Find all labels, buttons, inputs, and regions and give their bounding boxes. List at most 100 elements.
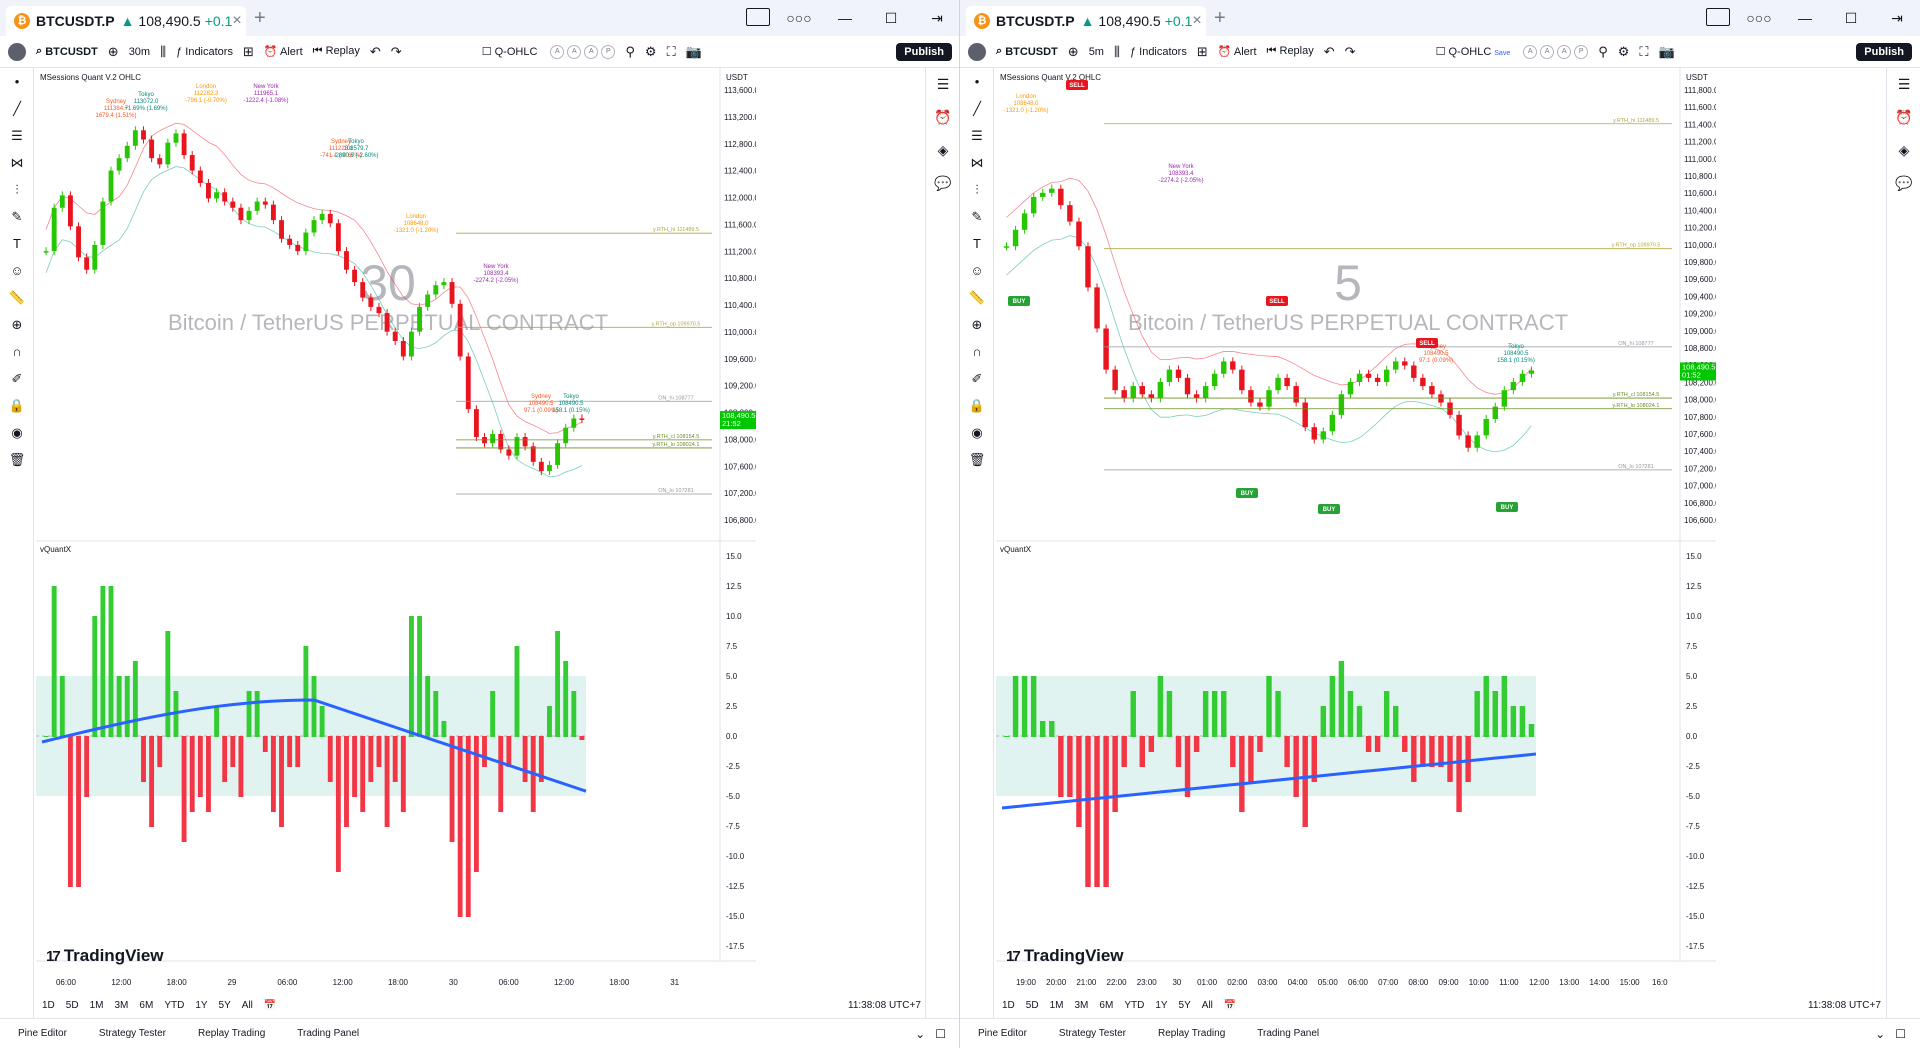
range-5d[interactable]: 5D xyxy=(1025,999,1039,1011)
chevron-down-icon[interactable]: ⌄ ☐ xyxy=(915,1026,946,1041)
undo-icon[interactable]: ↶ xyxy=(369,43,381,59)
trend-line-icon[interactable]: ╱ xyxy=(13,100,21,116)
lock-icon[interactable]: 🔒 xyxy=(8,397,26,413)
magnet-icon[interactable]: ∩ xyxy=(12,344,22,359)
maximize-icon[interactable]: ☐ xyxy=(1844,9,1858,26)
range-ytd[interactable]: YTD xyxy=(1124,999,1145,1011)
exit-icon[interactable]: ⇥ xyxy=(1891,9,1903,26)
layers-icon[interactable]: ◈ xyxy=(1898,142,1910,158)
camera-icon[interactable]: 📷 xyxy=(685,43,702,59)
trash-icon[interactable]: 🗑 xyxy=(8,451,26,467)
lock-drawing-icon[interactable]: ✐ xyxy=(971,370,983,386)
emoji-icon[interactable]: ☺ xyxy=(970,263,984,278)
quick-a-button[interactable]: A xyxy=(584,44,599,59)
minimize-icon[interactable]: — xyxy=(838,10,852,26)
crosshair-icon[interactable]: • xyxy=(974,74,980,89)
tab-strategy-tester[interactable]: Strategy Tester xyxy=(1058,1028,1126,1039)
range-5y[interactable]: 5Y xyxy=(1178,999,1191,1011)
fib-icon[interactable]: ☰ xyxy=(11,127,23,143)
forecast-icon[interactable]: ⫶ xyxy=(975,181,979,197)
brush-icon[interactable]: ✎ xyxy=(971,208,983,224)
layers-icon[interactable]: ◈ xyxy=(937,142,949,158)
alert-button[interactable]: ⏰ Alert xyxy=(1218,45,1257,58)
tab-replay-trading[interactable]: Replay Trading xyxy=(198,1028,266,1039)
brush-icon[interactable]: ✎ xyxy=(11,208,23,224)
more-icon[interactable]: ○○○ xyxy=(786,10,812,26)
replay-button[interactable]: ⏮ Replay xyxy=(313,45,360,58)
range-1y[interactable]: 1Y xyxy=(1155,999,1168,1011)
publish-button[interactable]: Publish xyxy=(1856,42,1912,61)
crosshair-icon[interactable]: • xyxy=(14,74,20,89)
interval-button[interactable]: 5m xyxy=(1088,45,1104,58)
tab-replay-trading[interactable]: Replay Trading xyxy=(1158,1028,1226,1039)
quick-a-button[interactable]: A xyxy=(550,44,565,59)
ruler-icon[interactable]: 📏 xyxy=(968,289,986,305)
settings-icon[interactable]: ⚙ xyxy=(1617,43,1630,59)
range-6m[interactable]: 6M xyxy=(1099,999,1114,1011)
alert-button[interactable]: ⏰ Alert xyxy=(264,45,303,58)
range-1d[interactable]: 1D xyxy=(1002,999,1015,1011)
text-icon[interactable]: T xyxy=(13,236,21,251)
clock[interactable]: 11:38:08 UTC+7 xyxy=(848,999,921,1011)
symbol-search[interactable]: ⌕ BTCUSDT xyxy=(36,45,98,58)
compare-icon[interactable]: ⊕ xyxy=(107,43,119,59)
chevron-down-icon[interactable]: ⌄ ☐ xyxy=(1875,1026,1906,1041)
interval-button[interactable]: 30m xyxy=(128,45,151,58)
range-ytd[interactable]: YTD xyxy=(164,999,185,1011)
symbol-search[interactable]: ⌕ BTCUSDT xyxy=(996,45,1058,58)
emoji-icon[interactable]: ☺ xyxy=(10,263,24,278)
symbol-tab[interactable]: ₿ BTCUSDT.P ▲ 108,490.5 +0.1 × xyxy=(6,6,246,36)
alerts-icon[interactable]: ⏰ xyxy=(934,109,952,125)
tab-pine-editor[interactable]: Pine Editor xyxy=(18,1028,67,1039)
redo-icon[interactable]: ↷ xyxy=(1344,43,1356,59)
new-tab-icon[interactable]: + xyxy=(1214,6,1226,29)
object-tree-icon[interactable]: ⚲ xyxy=(1598,43,1608,59)
trend-line-icon[interactable]: ╱ xyxy=(973,100,981,116)
text-icon[interactable]: T xyxy=(973,236,981,251)
pattern-icon[interactable]: ⋈ xyxy=(10,154,24,170)
forecast-icon[interactable]: ⫶ xyxy=(15,181,19,197)
lock-drawing-icon[interactable]: ✐ xyxy=(11,370,23,386)
close-tab-icon[interactable]: × xyxy=(1192,12,1202,29)
avatar[interactable] xyxy=(8,42,26,61)
watchlist-icon[interactable]: ☰ xyxy=(936,76,950,92)
replay-button[interactable]: ⏮ Replay xyxy=(1267,45,1314,58)
range-all[interactable]: All xyxy=(241,999,253,1011)
minimize-icon[interactable]: — xyxy=(1798,10,1812,26)
qohlc-checkbox[interactable]: ☐ Q-OHLC xyxy=(481,46,538,58)
publish-button[interactable]: Publish xyxy=(896,42,952,61)
lock-icon[interactable]: 🔒 xyxy=(968,397,986,413)
chart-area[interactable]: 111,800.0 111,600.0 111,400.0 111,200.0 111,… xyxy=(996,68,1716,1018)
pattern-icon[interactable]: ⋈ xyxy=(970,154,984,170)
quick-p-button[interactable]: P xyxy=(601,44,616,59)
chat-icon[interactable]: 💬 xyxy=(934,175,952,191)
range-1m[interactable]: 1M xyxy=(1049,999,1064,1011)
tab-pine-editor[interactable]: Pine Editor xyxy=(978,1028,1027,1039)
fullscreen-icon[interactable]: ⛶ xyxy=(666,43,676,59)
new-tab-icon[interactable]: + xyxy=(254,6,266,29)
layout-icon[interactable] xyxy=(1706,8,1730,26)
quick-p-button[interactable]: P xyxy=(1574,44,1589,59)
candle-type-icon[interactable]: ⫼ xyxy=(1113,43,1120,59)
watchlist-icon[interactable]: ☰ xyxy=(1897,76,1911,92)
more-icon[interactable]: ○○○ xyxy=(1746,10,1772,26)
compare-icon[interactable]: ⊕ xyxy=(1067,43,1079,59)
range-6m[interactable]: 6M xyxy=(139,999,154,1011)
fib-icon[interactable]: ☰ xyxy=(971,127,983,143)
camera-icon[interactable]: 📷 xyxy=(1658,43,1675,59)
zoom-icon[interactable]: ⊕ xyxy=(11,316,23,332)
magnet-icon[interactable]: ∩ xyxy=(972,344,982,359)
fullscreen-icon[interactable]: ⛶ xyxy=(1639,43,1649,59)
object-tree-icon[interactable]: ⚲ xyxy=(625,43,635,59)
calendar-icon[interactable]: 📅 xyxy=(263,999,277,1011)
settings-icon[interactable]: ⚙ xyxy=(644,43,657,59)
quick-a-button[interactable]: A xyxy=(1540,44,1555,59)
clock[interactable]: 11:38:08 UTC+7 xyxy=(1808,999,1881,1011)
quick-a-button[interactable]: A xyxy=(1523,44,1538,59)
indicators-button[interactable]: ƒ Indicators xyxy=(176,46,233,58)
templates-icon[interactable]: ⊞ xyxy=(242,43,254,59)
qohlc-checkbox[interactable]: ☐ Q-OHLC Save xyxy=(1435,46,1511,58)
range-1y[interactable]: 1Y xyxy=(195,999,208,1011)
templates-icon[interactable]: ⊞ xyxy=(1196,43,1208,59)
save-label[interactable]: Save xyxy=(1494,50,1511,57)
